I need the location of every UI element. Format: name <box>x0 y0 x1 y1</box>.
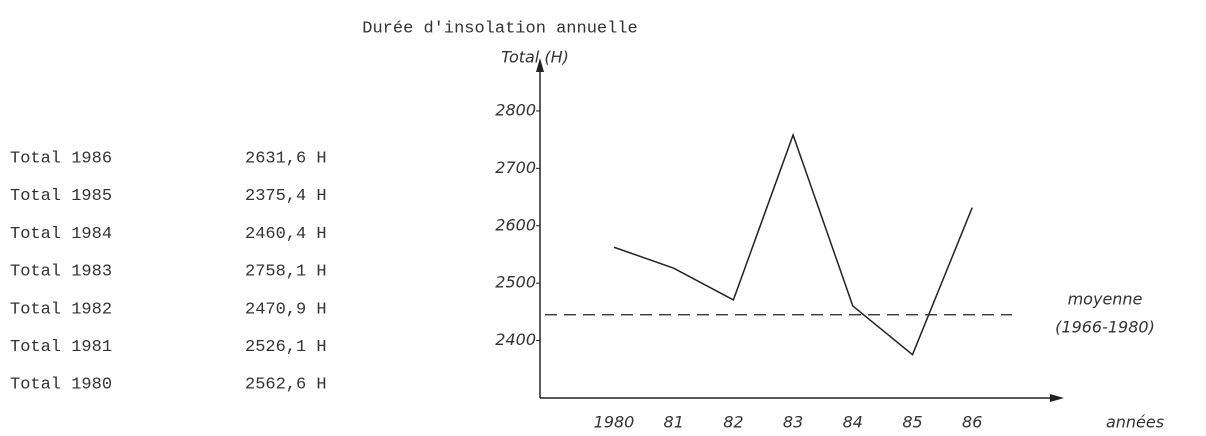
y-tick-label: 2600 <box>495 215 536 234</box>
x-tick-label: 84 <box>843 413 863 432</box>
x-arrow <box>1050 394 1064 402</box>
reference-label: moyenne <box>1068 289 1143 308</box>
x-tick-label: 83 <box>783 413 803 432</box>
row-label: Total 1981 <box>10 338 112 357</box>
x-tick-label: 82 <box>723 413 743 432</box>
y-axis-label: Total (H) <box>501 48 569 67</box>
y-arrow <box>536 58 544 72</box>
x-tick-label: 1980 <box>594 413 635 432</box>
row-value: 2758,1 H <box>245 263 327 282</box>
y-tick-label: 2500 <box>495 273 536 292</box>
row-value: 2526,1 H <box>245 338 327 357</box>
row-value: 2460,4 H <box>245 225 327 244</box>
x-tick-label: 86 <box>962 413 982 432</box>
row-label: Total 1986 <box>10 149 112 168</box>
x-tick-label: 85 <box>902 413 922 432</box>
x-tick-label: 81 <box>664 413 684 432</box>
row-label: Total 1982 <box>10 300 112 319</box>
row-value: 2375,4 H <box>245 187 327 206</box>
row-label: Total 1984 <box>10 225 112 244</box>
y-tick-label: 2800 <box>495 100 536 119</box>
y-tick-label: 2400 <box>495 330 536 349</box>
data-line <box>613 132 973 356</box>
row-value: 2562,6 H <box>245 376 327 395</box>
row-value: 2470,9 H <box>245 300 327 319</box>
x-axis-label: années <box>1106 413 1164 432</box>
row-value: 2631,6 H <box>245 149 327 168</box>
title: Durée d'insolation annuelle <box>362 19 637 38</box>
y-tick-label: 2700 <box>495 158 536 177</box>
row-label: Total 1980 <box>10 376 112 395</box>
row-label: Total 1985 <box>10 187 112 206</box>
row-label: Total 1983 <box>10 263 112 282</box>
reference-label: (1966-1980) <box>1055 317 1155 336</box>
